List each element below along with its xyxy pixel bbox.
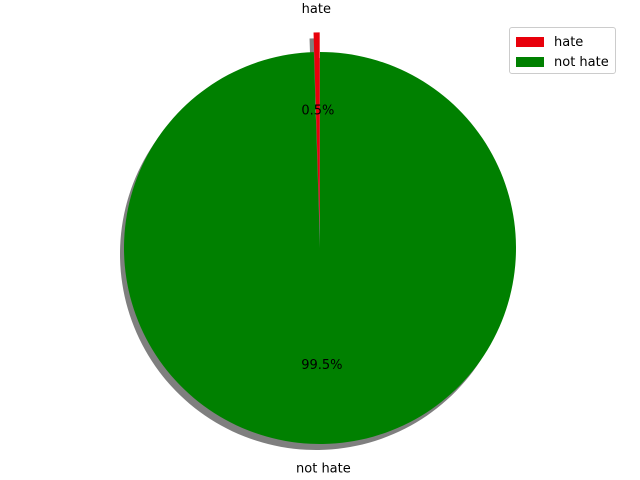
pie-percent-label-hate: 0.5% (301, 103, 334, 118)
legend-swatch-not-hate (516, 57, 544, 67)
pie-slice-hate (313, 32, 320, 229)
legend-entry-not-hate: not hate (516, 52, 609, 72)
pie-percent-label-not-hate: 99.5% (301, 358, 342, 373)
pie-category-label-hate: hate (302, 2, 331, 17)
legend-label-hate: hate (554, 34, 584, 50)
legend-entry-hate: hate (516, 32, 609, 52)
pie-category-label-not-hate: not hate (296, 461, 351, 476)
legend-swatch-hate (516, 37, 544, 47)
pie-slice-not-hate (123, 51, 516, 444)
legend: hate not hate (509, 27, 616, 74)
legend-label-not-hate: not hate (554, 54, 609, 70)
